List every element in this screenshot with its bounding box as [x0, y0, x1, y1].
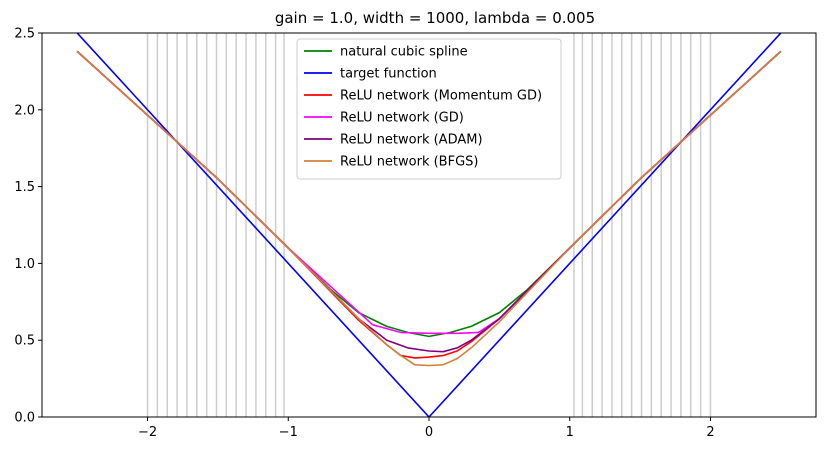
y-tick-label: 2.0 — [14, 103, 35, 118]
series-line-5 — [76, 50, 782, 367]
x-tick-label: −1 — [279, 425, 298, 440]
legend-label-1: target function — [340, 67, 437, 82]
x-tick-label: 1 — [566, 425, 574, 440]
y-tick-label: 2.5 — [14, 27, 35, 42]
legend-label-0: natural cubic spline — [340, 45, 468, 60]
y-axis-ticks: 0.0 0.5 1.0 1.5 2.0 2.5 — [14, 27, 42, 426]
legend-box — [296, 38, 562, 180]
chart-title: gain = 1.0, width = 1000, lambda = 0.005 — [275, 9, 595, 27]
x-tick-label: 2 — [706, 425, 714, 440]
x-tick-label: 0 — [425, 425, 433, 440]
legend: natural cubic spline target function ReLU … — [296, 38, 562, 180]
y-tick-label: 0.5 — [14, 334, 35, 349]
y-tick-label: 1.0 — [14, 257, 35, 272]
legend-label-2: ReLU network (Momentum GD) — [340, 89, 542, 104]
y-tick-label: 1.5 — [14, 180, 35, 195]
legend-label-4: ReLU network (ADAM) — [340, 133, 483, 148]
x-tick-label: −2 — [138, 425, 157, 440]
x-axis-ticks: −2 −1 0 1 2 — [138, 417, 715, 440]
legend-label-5: ReLU network (BFGS) — [340, 155, 478, 170]
series-lines — [76, 33, 782, 417]
legend-label-3: ReLU network (GD) — [340, 111, 464, 126]
y-tick-label: 0.0 — [14, 411, 35, 426]
